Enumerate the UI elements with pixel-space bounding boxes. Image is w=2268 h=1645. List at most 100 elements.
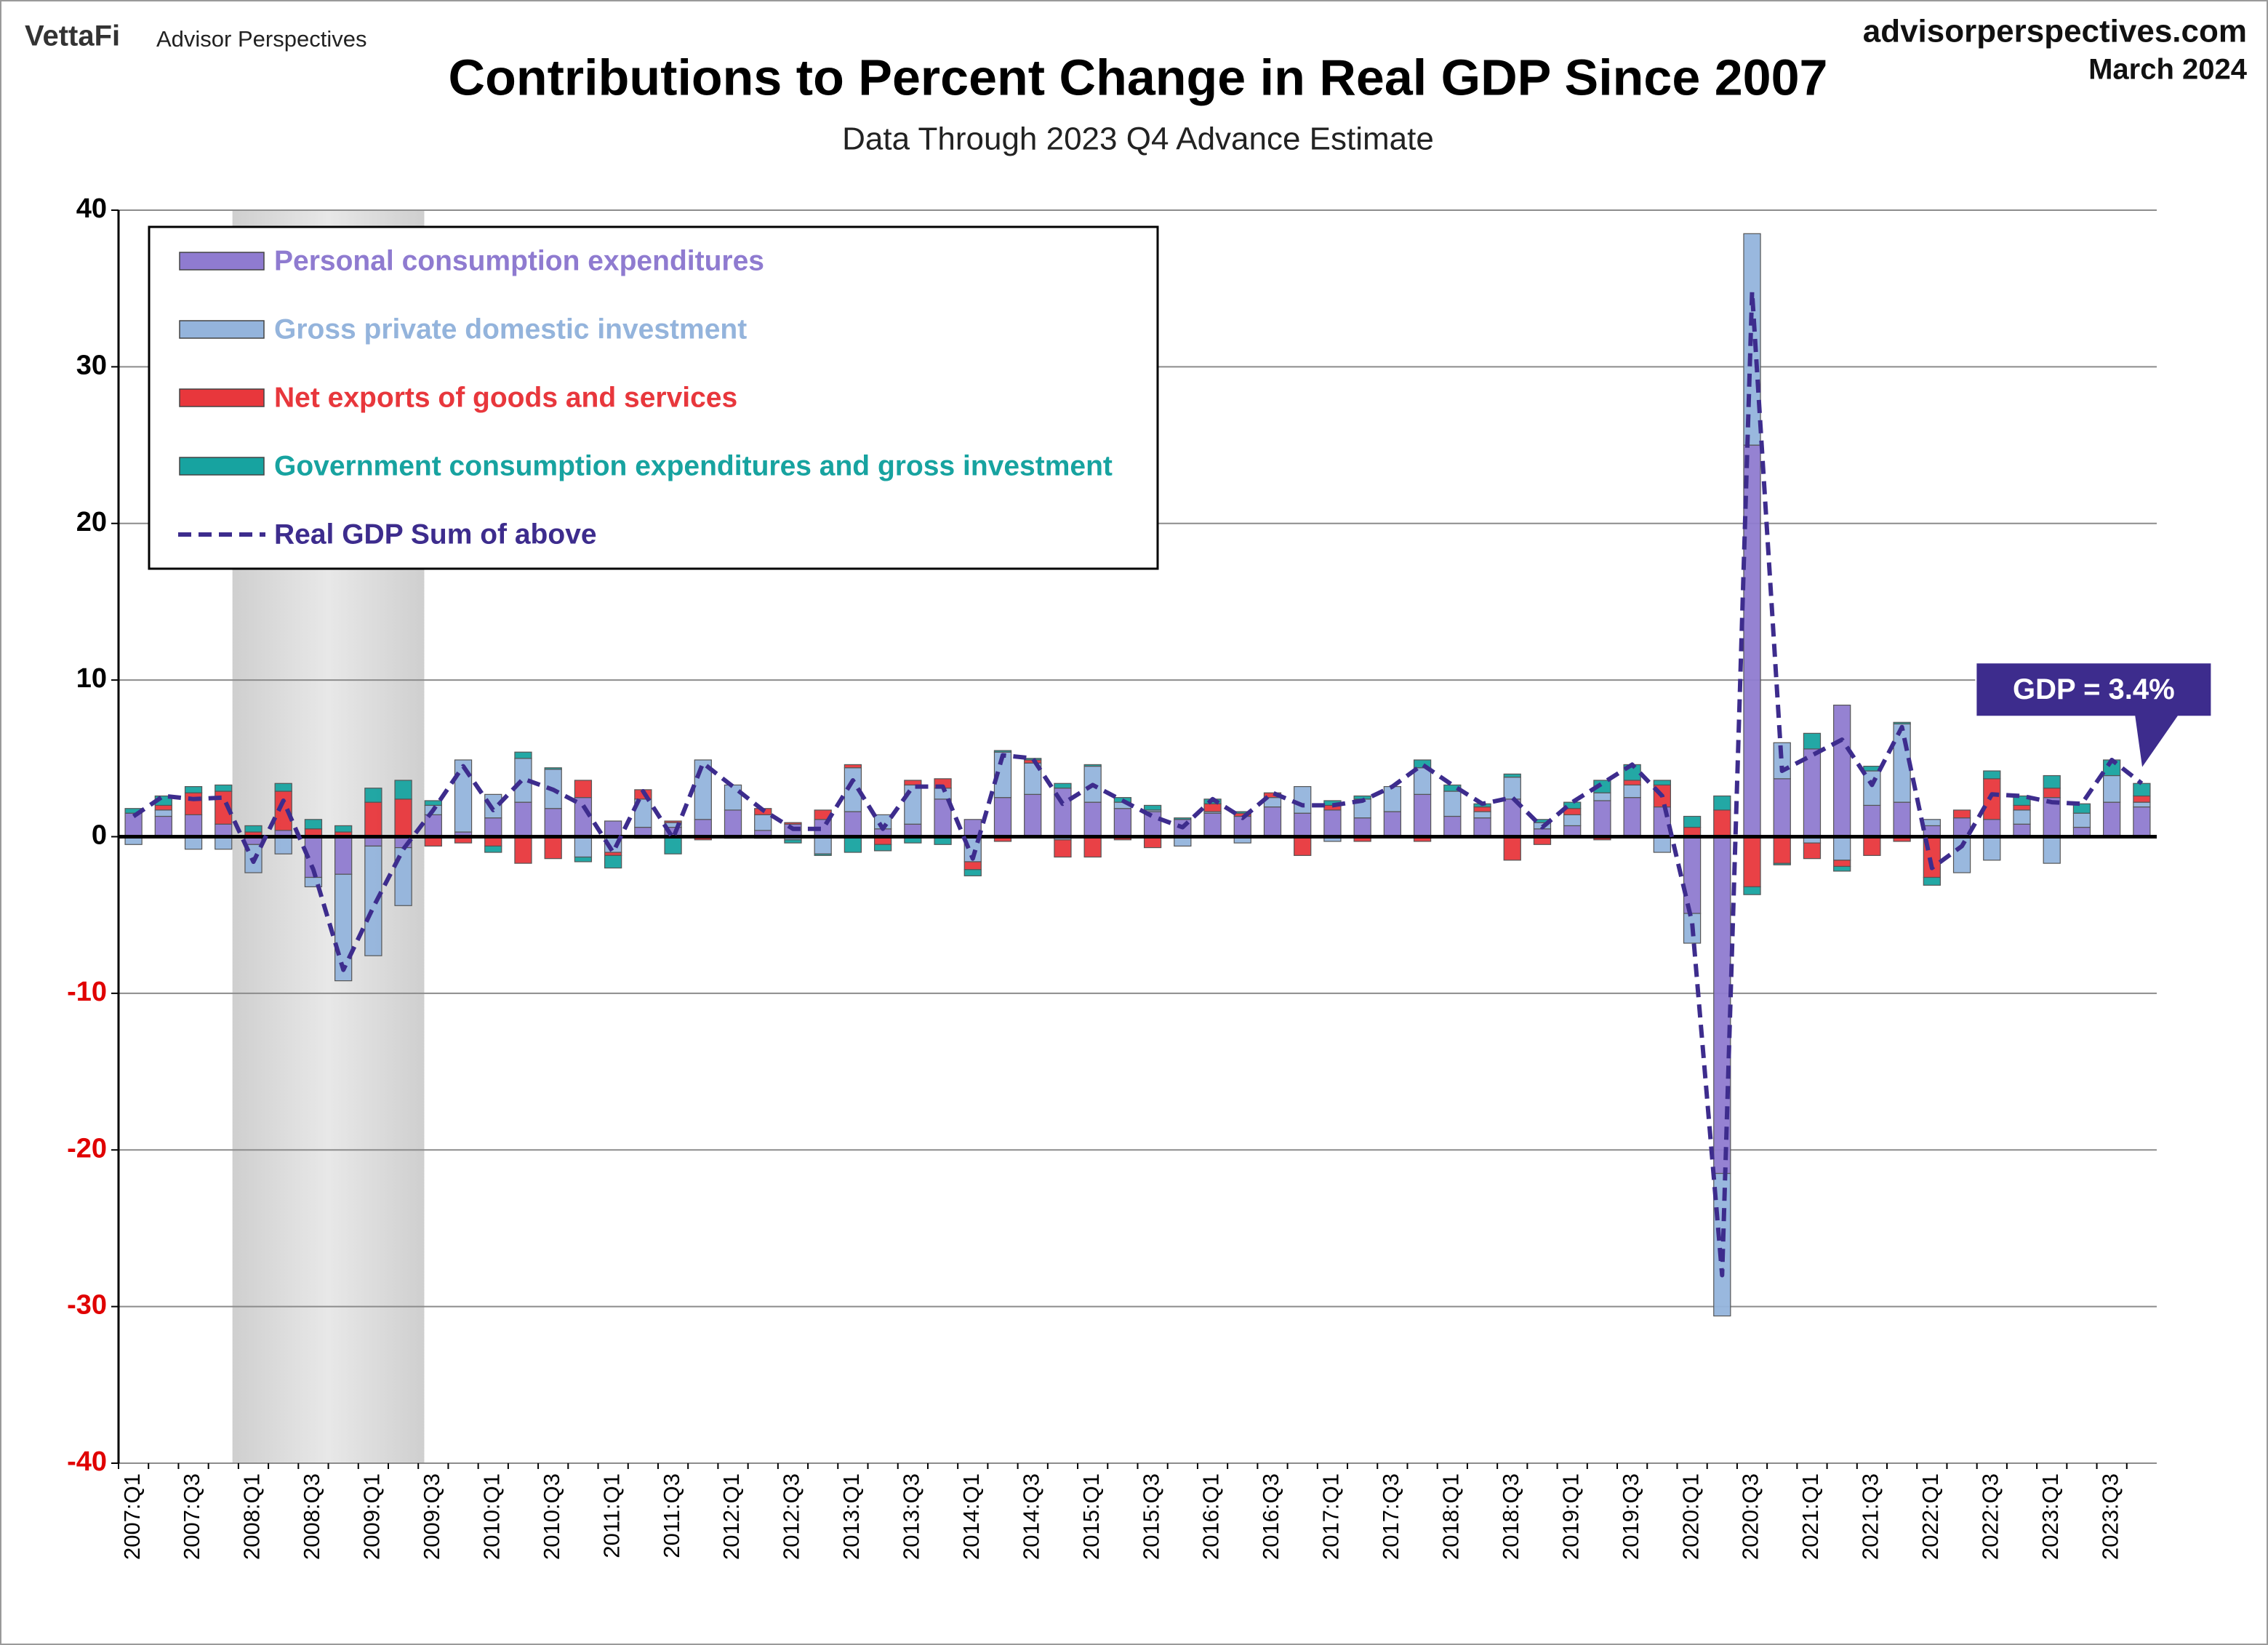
bar-segment: [1083, 764, 1102, 767]
bar-segment: [484, 793, 502, 819]
bar-segment: [1054, 839, 1072, 858]
bar-segment: [364, 788, 382, 803]
bar-segment: [2013, 795, 2031, 807]
bar-segment: [2072, 812, 2091, 828]
bar-segment: [1593, 792, 1611, 801]
brand-sub: Advisor Perspectives: [156, 26, 366, 52]
bar-segment: [1083, 836, 1102, 858]
bar-segment: [1863, 770, 1881, 807]
bar-segment: [904, 823, 922, 838]
x-tick-label: 2015:Q1: [1078, 1473, 1104, 1560]
bar-segment: [574, 780, 593, 799]
bar-segment: [2103, 775, 2121, 803]
bar-segment: [1413, 793, 1432, 838]
bar-segment: [1923, 876, 1941, 886]
chart-title: Contributions to Percent Change in Real …: [449, 49, 1828, 105]
bar-segment: [1983, 778, 2001, 820]
bar-segment: [274, 783, 292, 792]
bar-segment: [1294, 812, 1312, 838]
bar-segment: [1413, 759, 1432, 769]
legend-label: Gross private domestic investment: [274, 313, 747, 345]
bar-segment: [184, 814, 203, 838]
x-tick-label: 2013:Q1: [838, 1473, 864, 1560]
legend-swatch: [179, 388, 265, 407]
x-tick-label: 2018:Q3: [1498, 1473, 1523, 1560]
bar-segment: [1803, 748, 1822, 838]
bar-segment: [184, 792, 203, 815]
x-tick-label: 2022:Q3: [1977, 1473, 2003, 1560]
bar-segment: [844, 764, 862, 769]
bar-segment: [664, 820, 682, 823]
bar-segment: [1383, 785, 1402, 812]
bar-segment: [724, 784, 742, 811]
bar-segment: [1174, 817, 1192, 820]
bar-segment: [334, 825, 353, 833]
bar-segment: [1024, 793, 1042, 838]
y-tick-label: -30: [67, 1290, 107, 1321]
bar-segment: [484, 845, 502, 853]
bar-segment: [814, 836, 832, 854]
bar-segment: [574, 856, 593, 862]
bar-segment: [1294, 785, 1312, 814]
bar-segment: [424, 814, 442, 838]
bar-segment: [514, 801, 532, 838]
x-tick-label: 2020:Q3: [1738, 1473, 1763, 1560]
bar-segment: [215, 836, 233, 850]
bar-segment: [1353, 817, 1371, 838]
bar-segment: [364, 845, 382, 956]
x-tick-label: 2010:Q1: [478, 1473, 504, 1560]
bar-segment: [1683, 836, 1702, 914]
x-tick-label: 2008:Q1: [239, 1473, 265, 1560]
x-tick-label: 2019:Q1: [1558, 1473, 1583, 1560]
bar-segment: [1983, 836, 2001, 861]
x-tick-label: 2020:Q1: [1678, 1473, 1703, 1560]
brand: VettaFi: [25, 20, 120, 52]
bar-segment: [2133, 806, 2151, 838]
bar-segment: [1563, 801, 1582, 809]
bar-segment: [844, 811, 862, 838]
bar-segment: [784, 839, 802, 844]
bar-segment: [1143, 804, 1162, 811]
bar-segment: [814, 853, 832, 856]
bar-segment: [1443, 791, 1462, 817]
bar-segment: [184, 836, 203, 850]
bar-segment: [904, 780, 922, 786]
bar-segment: [604, 854, 622, 869]
bar-segment: [1833, 865, 1851, 872]
legend-label: Government consumption expenditures and …: [274, 450, 1113, 481]
x-tick-label: 2011:Q1: [598, 1473, 624, 1558]
gdp-line: [132, 289, 2144, 1278]
bar-segment: [1203, 803, 1222, 812]
bar-segment: [544, 836, 562, 860]
site: advisorperspectives.com: [1863, 14, 2247, 49]
bar-segment: [544, 808, 562, 838]
bar-segment: [1863, 836, 1881, 856]
bar-segment: [1323, 809, 1342, 838]
bar-segment: [1473, 817, 1491, 838]
x-tick-label: 2013:Q3: [899, 1473, 924, 1560]
bar-segment: [1683, 815, 1702, 828]
bar-segment: [1743, 886, 1761, 895]
x-tick-label: 2022:Q1: [1918, 1473, 1943, 1560]
bar-segment: [184, 785, 203, 793]
bar-segment: [1893, 721, 1911, 725]
bar-segment: [1713, 836, 1731, 1174]
x-tick-label: 2023:Q3: [2097, 1473, 2123, 1560]
bar-segment: [394, 780, 412, 800]
bar-segment: [1593, 800, 1611, 838]
bar-segment: [1983, 819, 2001, 838]
y-tick-label: 40: [76, 193, 107, 224]
bar-segment: [124, 812, 143, 838]
bar-segment: [873, 844, 892, 852]
bar-segment: [1983, 770, 2001, 780]
x-tick-label: 2014:Q3: [1018, 1473, 1043, 1560]
bar-segment: [754, 814, 772, 831]
x-tick-label: 2016:Q3: [1258, 1473, 1283, 1560]
x-tick-label: 2009:Q1: [359, 1473, 385, 1560]
x-tick-label: 2010:Q3: [539, 1473, 564, 1560]
x-tick-label: 2009:Q3: [419, 1473, 444, 1560]
x-tick-label: 2014:Q1: [958, 1473, 984, 1560]
x-tick-label: 2012:Q3: [779, 1473, 804, 1560]
